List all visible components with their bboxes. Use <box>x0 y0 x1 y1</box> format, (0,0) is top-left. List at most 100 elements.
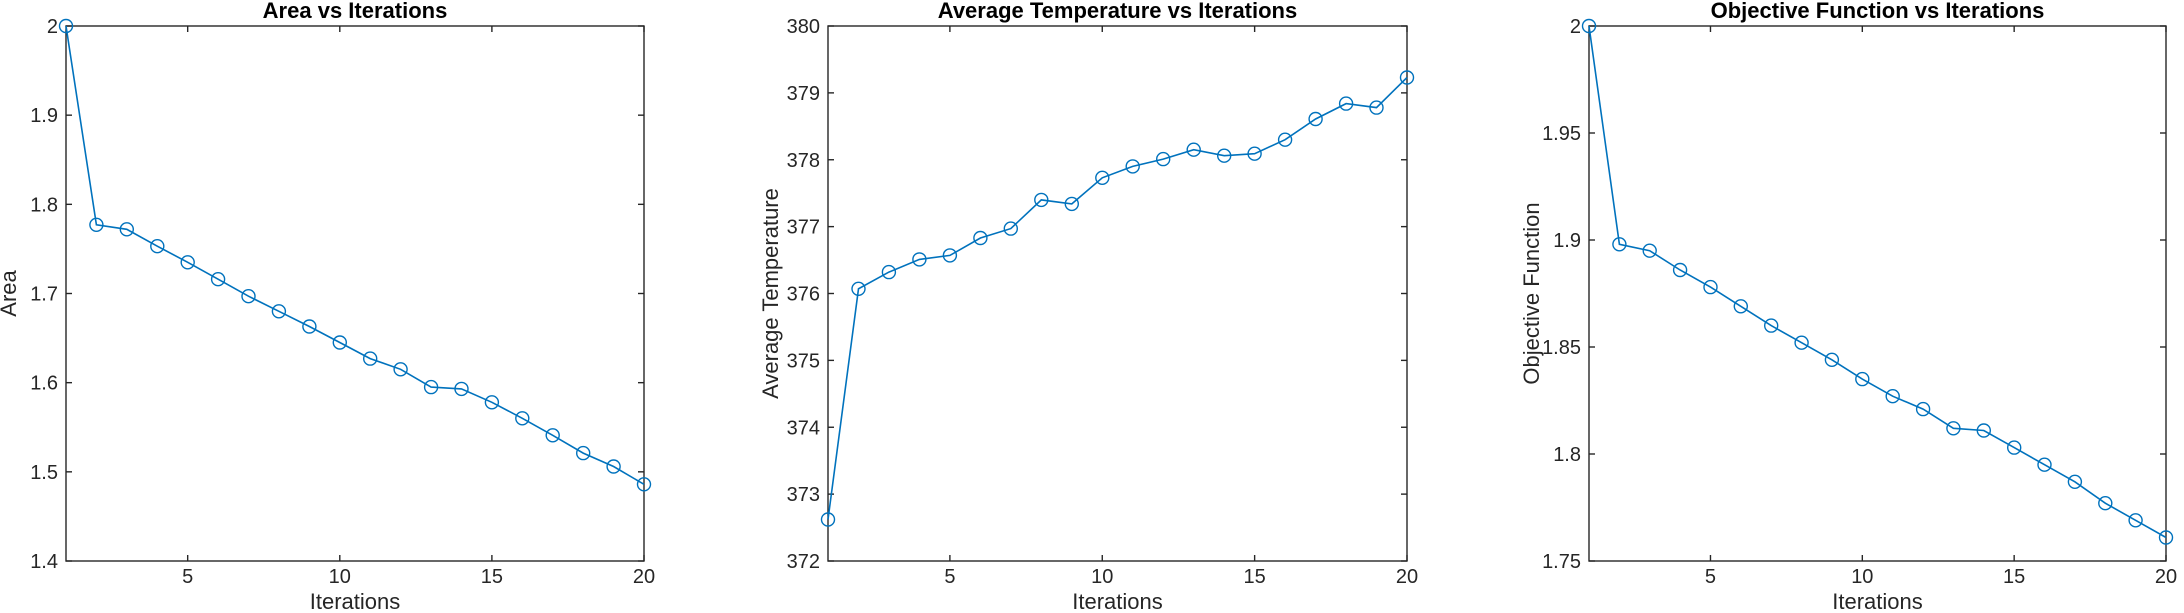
data-point <box>271 304 287 319</box>
chart-title: Average Temperature vs Iterations <box>938 0 1297 23</box>
subplot-2: 5 10 15 20 372 373 374 375 376 377 378 379 380 Averag… <box>758 0 1418 613</box>
data-point <box>1855 371 1870 387</box>
data-point <box>332 335 347 350</box>
data-point <box>210 272 226 287</box>
data-point <box>1612 237 1627 252</box>
data-point <box>1216 148 1232 163</box>
y-tick-label: 1.8 <box>1553 444 1581 466</box>
data-point <box>973 230 988 246</box>
data-point <box>363 351 378 366</box>
x-axis-label: Iterations <box>1072 589 1163 613</box>
series-line <box>1588 25 2167 539</box>
x-tick-label: 5 <box>1705 566 1716 588</box>
data-point <box>1885 389 1900 404</box>
data-point <box>1186 142 1201 157</box>
data-point <box>2067 474 2083 489</box>
x-tick-label: 20 <box>1396 566 1418 588</box>
data-point <box>484 395 500 410</box>
data-point <box>89 217 104 233</box>
data-point <box>1034 192 1049 208</box>
data-point <box>1247 146 1262 161</box>
data-point <box>454 381 469 397</box>
data-point <box>820 512 836 527</box>
y-tick-label: 378 <box>787 150 820 172</box>
y-tick-label: 2 <box>47 16 58 38</box>
x-tick-label: 20 <box>2155 566 2177 588</box>
x-tick-label: 5 <box>944 566 955 588</box>
y-axis-label: Average Temperature <box>758 188 783 399</box>
y-axis-label: Area <box>0 270 21 317</box>
x-axis-label: Iterations <box>1832 589 1923 613</box>
data-point <box>2128 513 2143 528</box>
y-tick-label: 374 <box>787 417 820 439</box>
x-tick-label: 20 <box>633 566 655 588</box>
axes-box <box>1588 25 2167 562</box>
data-point <box>1277 132 1293 147</box>
data-point <box>1642 243 1657 258</box>
data-point <box>1003 221 1018 236</box>
data-point <box>851 281 866 296</box>
y-tick-label: 1.75 <box>1542 551 1581 573</box>
data-point <box>1672 262 1688 278</box>
x-tick-label: 15 <box>481 566 503 588</box>
data-point <box>58 18 74 34</box>
y-axis-label: Objective Function <box>1519 202 1544 384</box>
data-point <box>2098 496 2113 511</box>
data-point <box>180 255 195 270</box>
axes-box <box>827 25 1408 562</box>
y-tick-label: 1.85 <box>1542 337 1581 359</box>
data-point <box>881 264 897 280</box>
data-point <box>2037 457 2052 472</box>
x-tick-label: 5 <box>182 566 193 588</box>
y-tick-label: 1.9 <box>30 105 58 127</box>
data-point <box>1125 159 1140 174</box>
y-tick-label: 1.5 <box>30 462 58 484</box>
data-point <box>1763 318 1779 333</box>
data-point <box>1703 279 1718 295</box>
subplot-3: 5 10 15 20 1.75 1.8 1.85 1.9 1.95 2 Objective Func… <box>1519 0 2177 613</box>
axes-box <box>65 25 645 562</box>
x-axis-label: Iterations <box>310 589 401 613</box>
data-point <box>1794 335 1809 350</box>
data-point <box>912 252 927 267</box>
chart-title: Area vs Iterations <box>263 0 448 23</box>
x-tick-label: 15 <box>2003 566 2025 588</box>
data-point <box>2158 530 2174 545</box>
x-tick-label: 10 <box>1851 566 1873 588</box>
data-point <box>1581 18 1597 34</box>
x-tick-label: 10 <box>1091 566 1113 588</box>
data-point <box>119 222 135 237</box>
data-point <box>1095 170 1110 186</box>
data-point <box>1338 96 1354 111</box>
x-tick-label: 15 <box>1244 566 1266 588</box>
data-point <box>150 238 165 254</box>
series-line <box>65 25 645 485</box>
data-point <box>2006 440 2022 455</box>
data-point <box>1915 401 1931 417</box>
y-tick-label: 372 <box>787 551 820 573</box>
data-point <box>606 459 621 474</box>
y-tick-label: 1.6 <box>30 373 58 395</box>
data-point <box>515 411 530 426</box>
data-point <box>393 362 408 377</box>
y-tick-label: 1.8 <box>30 194 58 216</box>
subplot-1: 5 10 15 20 1.4 1.5 1.6 1.7 1.8 1.9 2 Area vs Iterat… <box>0 0 655 613</box>
y-tick-label: 373 <box>787 484 820 506</box>
data-point <box>302 319 317 334</box>
x-tick-label: 10 <box>329 566 351 588</box>
data-point <box>1308 111 1323 127</box>
data-point <box>1155 151 1171 167</box>
data-point <box>1946 421 1961 436</box>
data-point <box>1824 352 1840 367</box>
y-tick-label: 375 <box>787 350 820 372</box>
data-point <box>1369 100 1384 115</box>
y-tick-label: 377 <box>787 217 820 239</box>
data-point <box>1064 196 1080 212</box>
data-point <box>576 445 591 461</box>
data-point <box>1733 299 1749 314</box>
data-point <box>942 248 958 263</box>
data-point <box>1399 70 1415 85</box>
y-tick-label: 1.95 <box>1542 123 1581 145</box>
data-point <box>423 379 439 395</box>
